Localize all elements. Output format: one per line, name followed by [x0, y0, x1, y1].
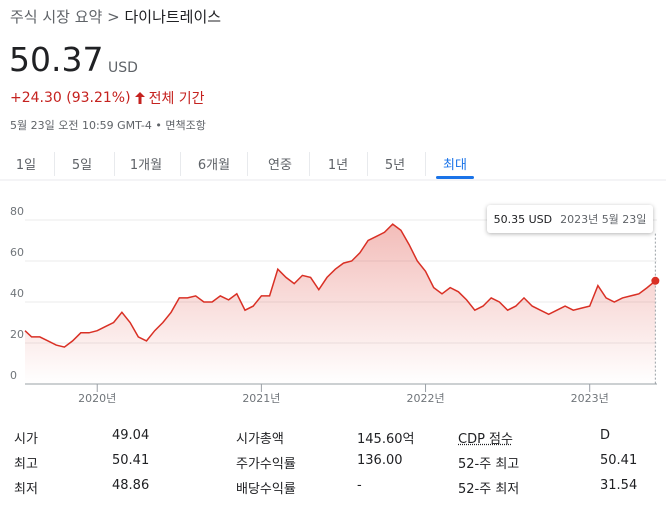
stat-label: 52-주 최고: [458, 457, 520, 472]
tooltip-date: 2023년 5월 23일: [560, 213, 647, 226]
x-tick-label: 2020년: [78, 392, 116, 405]
time-range-tab[interactable]: 1일: [15, 158, 37, 173]
stat-label: 시가총액: [236, 432, 284, 447]
disclaimer[interactable]: 면책조항: [165, 119, 206, 132]
y-tick-label: 80: [10, 205, 24, 218]
tooltip-price: 50.35 USD: [493, 212, 553, 226]
y-tick-label: 40: [10, 287, 24, 300]
timestamp: 5월 23일 오전 10:59 GMT-4: [10, 119, 152, 132]
stat-value: 136.00: [357, 453, 403, 468]
tab-divider: [180, 152, 181, 176]
tab-divider: [247, 152, 248, 176]
x-tick-label: 2022년: [406, 392, 444, 405]
price-area: [25, 224, 656, 384]
currency: USD: [108, 60, 138, 76]
tab-divider: [425, 152, 426, 176]
separator: •: [155, 119, 162, 132]
breadcrumb: 주식 시장 요약 > 다이나트레이스: [10, 6, 221, 27]
stat-label: 최고: [14, 457, 38, 472]
stat-label: 시가: [14, 432, 38, 447]
x-tick-label: 2023년: [571, 392, 609, 405]
period: 전체 기간: [148, 91, 205, 107]
change-row: +24.30 (93.21%) 전체 기간: [10, 88, 205, 108]
stat-label: 배당수익률: [236, 482, 296, 497]
stat-label: 주가수익률: [236, 457, 296, 472]
stat-label: CDP 점수: [458, 432, 513, 447]
stat-value: 31.54: [600, 478, 638, 493]
up-arrow: [134, 92, 145, 104]
price: 50.37: [9, 40, 104, 79]
time-range-tab[interactable]: 연중: [268, 158, 292, 173]
tooltip: 50.35 USD 2023년 5월 23일: [487, 205, 653, 233]
stat-value: 50.41: [112, 453, 150, 468]
active-tab-underline: [436, 176, 474, 179]
change: +24.30 (93.21%): [10, 90, 131, 106]
y-tick-label: 60: [10, 246, 24, 259]
tab-divider: [366, 152, 368, 176]
tab-divider: [309, 152, 310, 176]
stat-value: 50.41: [600, 453, 638, 468]
breadcrumb-parent[interactable]: 주식 시장 요약: [10, 8, 103, 26]
timestamp-row: 5월 23일 오전 10:59 GMT-4 • 면책조항: [10, 117, 206, 133]
y-tick-label: 20: [10, 328, 24, 341]
stat-label: 52-주 최저: [458, 482, 520, 497]
hover-point: [651, 276, 660, 285]
time-range-tab[interactable]: 1년: [327, 158, 349, 173]
stat-value: 48.86: [112, 478, 150, 493]
time-range-tab[interactable]: 5년: [384, 158, 406, 173]
stat-value: -: [357, 478, 362, 493]
price-line: [24, 223, 656, 348]
stat-value: 49.04: [112, 428, 150, 443]
tab-divider: [114, 152, 115, 176]
breadcrumb-separator: >: [107, 8, 120, 26]
breadcrumb-current: 다이나트레이스: [124, 8, 222, 26]
stat-label: 최저: [14, 482, 38, 497]
time-range-tab[interactable]: 1개월: [129, 158, 163, 173]
x-tick-label: 2021년: [242, 392, 280, 405]
y-tick-label: 0: [10, 369, 17, 382]
time-range-tab[interactable]: 5일: [71, 158, 93, 173]
time-range-tab[interactable]: 6개월: [197, 158, 231, 173]
stat-value: 145.60억: [357, 432, 415, 447]
tab-divider: [54, 152, 55, 176]
time-range-tab[interactable]: 최대: [443, 158, 467, 173]
stat-value: D: [600, 428, 611, 443]
